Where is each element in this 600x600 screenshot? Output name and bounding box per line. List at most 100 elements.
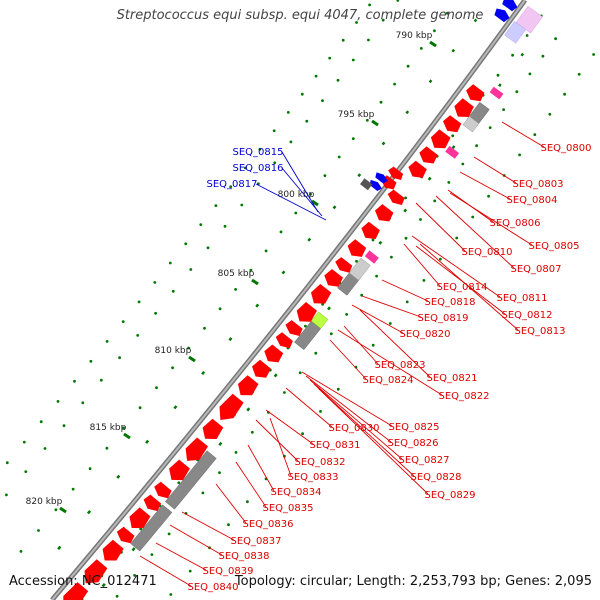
gc-dot bbox=[329, 332, 333, 336]
gc-dash bbox=[473, 18, 478, 23]
gc-dot bbox=[154, 311, 158, 315]
connector-line bbox=[359, 309, 431, 378]
gc-dot bbox=[548, 112, 552, 116]
gc-dot bbox=[337, 155, 341, 159]
reverse-cds-arrow bbox=[169, 459, 190, 481]
rna-feature bbox=[489, 86, 504, 100]
connector-line bbox=[235, 461, 267, 508]
gc-dot bbox=[381, 18, 385, 22]
gc-dot bbox=[433, 199, 437, 203]
gc-dot bbox=[39, 420, 43, 424]
gc-dash bbox=[520, 52, 525, 57]
gc-dot bbox=[71, 487, 75, 491]
gc-dash bbox=[101, 582, 106, 588]
gc-dot bbox=[341, 38, 345, 42]
gc-dot bbox=[321, 302, 324, 306]
gc-dot bbox=[328, 56, 332, 60]
reverse-cds-arrow bbox=[466, 84, 485, 102]
gc-dot bbox=[455, 236, 459, 240]
forward-cds-arrow bbox=[502, 0, 518, 12]
connector-line bbox=[281, 151, 319, 213]
connector-line bbox=[337, 329, 443, 396]
gene-label-SEQ_0839: SEQ_0839 bbox=[203, 566, 254, 577]
gc-dot bbox=[475, 144, 478, 148]
connector-line bbox=[317, 387, 429, 495]
gc-dot bbox=[390, 255, 393, 259]
gc-dot bbox=[298, 371, 302, 375]
gc-dot bbox=[300, 92, 304, 96]
gc-dot bbox=[136, 334, 140, 337]
forward-cds-arrow bbox=[375, 172, 388, 184]
gc-dot bbox=[294, 211, 298, 215]
gc-dot bbox=[305, 119, 309, 123]
gene-label-SEQ_0836: SEQ_0836 bbox=[243, 519, 294, 530]
misc-feature bbox=[504, 20, 527, 44]
gc-dot bbox=[137, 300, 141, 304]
gc-dot bbox=[351, 137, 355, 141]
reverse-cds-arrow bbox=[275, 332, 293, 349]
gc-dot bbox=[336, 78, 340, 82]
connector-line bbox=[435, 195, 515, 269]
gene-label-SEQ_0819: SEQ_0819 bbox=[418, 313, 469, 324]
gc-dot bbox=[171, 289, 175, 293]
reverse-cds-arrow bbox=[419, 146, 438, 164]
reverse-cds-arrow bbox=[347, 239, 367, 257]
connector-line bbox=[309, 379, 403, 460]
gc-dot bbox=[371, 343, 375, 347]
connector-line bbox=[501, 121, 545, 148]
gc-dash bbox=[405, 110, 410, 115]
reverse-cds-arrow bbox=[129, 507, 151, 529]
gc-dot bbox=[445, 11, 449, 15]
reverse-cds-arrow bbox=[154, 481, 172, 499]
misc-feature bbox=[311, 311, 329, 329]
tick-mark bbox=[251, 278, 259, 286]
gc-dot bbox=[367, 38, 370, 42]
gene-label-SEQ_0838: SEQ_0838 bbox=[219, 551, 270, 562]
connector-line bbox=[285, 387, 333, 428]
reverse-cds-arrow bbox=[388, 166, 404, 180]
gc-dot bbox=[150, 553, 154, 556]
tick-label-810-kbp: 810 kbp bbox=[155, 346, 192, 356]
gc-dot bbox=[206, 246, 210, 250]
reverse-cds-arrow bbox=[311, 284, 332, 304]
gc-dot bbox=[105, 340, 109, 343]
connector-line bbox=[281, 167, 323, 217]
gc-dash bbox=[218, 441, 223, 446]
gc-dot bbox=[319, 410, 322, 413]
gc-dot bbox=[199, 223, 203, 227]
gc-dot bbox=[518, 153, 521, 157]
gc-dot bbox=[541, 54, 545, 58]
gene-label-SEQ_0806: SEQ_0806 bbox=[490, 218, 541, 229]
reverse-cds-arrow bbox=[296, 302, 317, 322]
genome-backbone bbox=[50, 0, 528, 600]
gc-dot bbox=[304, 324, 307, 328]
reverse-cds-arrow bbox=[375, 204, 394, 222]
gene-label-SEQ_0827: SEQ_0827 bbox=[399, 455, 450, 466]
gc-dot bbox=[592, 53, 595, 56]
reverse-cds-arrow bbox=[102, 539, 124, 561]
gc-dot bbox=[419, 47, 423, 50]
connector-line bbox=[215, 483, 247, 524]
gene-label-SEQ_0824: SEQ_0824 bbox=[363, 375, 414, 386]
gc-dash bbox=[381, 141, 386, 146]
gc-dot bbox=[115, 594, 119, 598]
forward-cds-arrow bbox=[369, 179, 382, 191]
gene-label-SEQ_0830: SEQ_0830 bbox=[329, 423, 380, 434]
tick-mark bbox=[59, 506, 67, 514]
gene-label-SEQ_0818: SEQ_0818 bbox=[425, 297, 476, 308]
accession-text: Accession: NC_012471 bbox=[9, 574, 157, 589]
gc-dot bbox=[56, 400, 60, 403]
gc-dot bbox=[24, 470, 28, 473]
connector-line bbox=[419, 243, 519, 331]
gc-dot bbox=[365, 118, 369, 122]
gc-dash bbox=[498, 83, 502, 88]
gc-dot bbox=[168, 261, 172, 265]
gc-dot bbox=[461, 162, 465, 166]
gc-dot bbox=[189, 268, 193, 271]
gc-dot bbox=[139, 527, 143, 531]
gc-dot bbox=[388, 322, 392, 325]
gc-dash bbox=[173, 405, 178, 410]
reverse-cds-arrow bbox=[116, 526, 135, 544]
gc-dot bbox=[187, 346, 191, 350]
gene-label-SEQ_0811: SEQ_0811 bbox=[497, 293, 548, 304]
